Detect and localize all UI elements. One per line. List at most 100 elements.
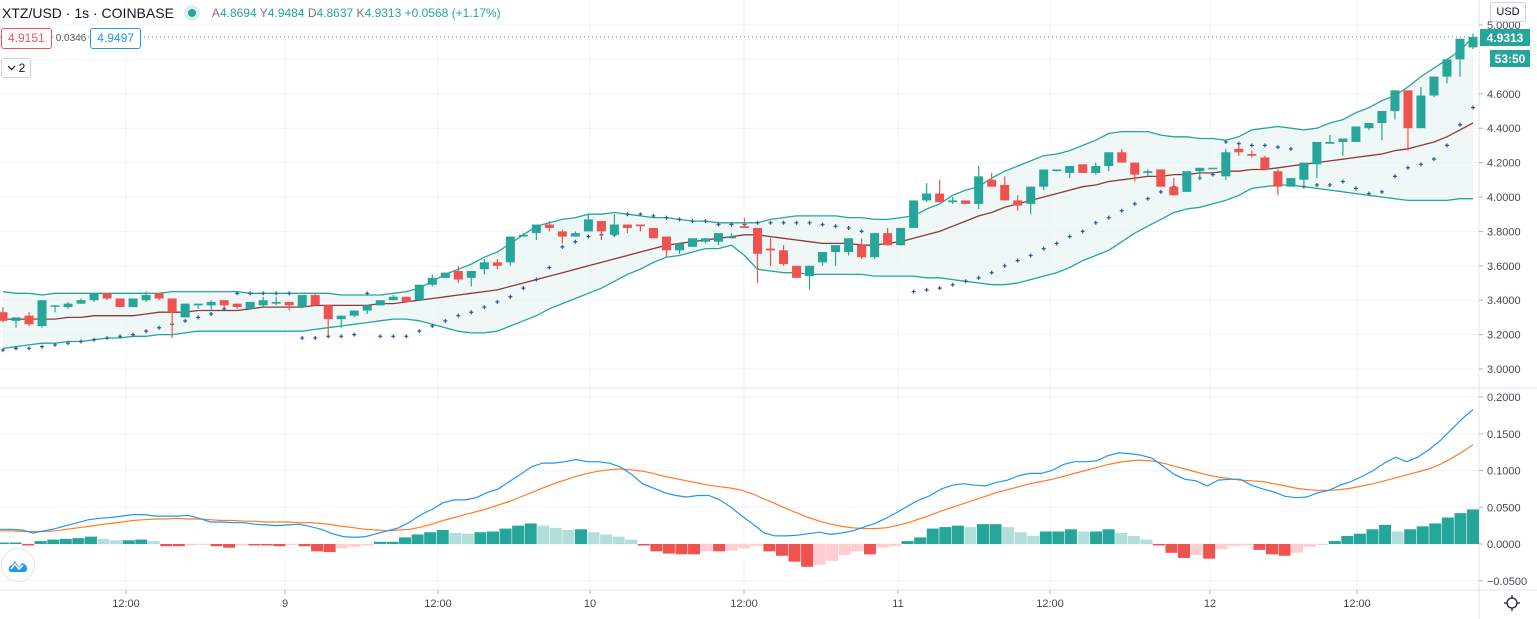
histogram-bar bbox=[1190, 544, 1203, 556]
candle-body bbox=[284, 301, 294, 306]
sar-point bbox=[716, 222, 721, 227]
sar-point bbox=[638, 212, 643, 217]
candle bbox=[141, 291, 151, 302]
histogram-bar bbox=[1064, 529, 1077, 544]
sar-point bbox=[391, 334, 396, 339]
candle bbox=[401, 296, 411, 302]
sar-point bbox=[1471, 105, 1475, 110]
candle-body bbox=[1351, 126, 1361, 142]
sar-point bbox=[1457, 122, 1462, 127]
histogram-bar bbox=[323, 544, 336, 553]
sar-point bbox=[469, 310, 474, 315]
histogram-bar bbox=[122, 540, 135, 544]
candle-body bbox=[1312, 141, 1322, 165]
candle bbox=[50, 305, 60, 313]
histogram-bar bbox=[1002, 527, 1015, 544]
histogram-bar bbox=[876, 544, 889, 548]
candle bbox=[857, 238, 867, 259]
sar-point bbox=[859, 229, 864, 234]
time-tick-label: 11 bbox=[892, 598, 903, 610]
histogram-bar bbox=[273, 544, 286, 547]
histogram-bar bbox=[612, 536, 625, 544]
candle bbox=[1143, 169, 1153, 177]
candle bbox=[1390, 90, 1400, 120]
sar-point bbox=[1028, 253, 1033, 258]
candle-body bbox=[583, 219, 593, 232]
buy-button[interactable]: 4.9497 bbox=[90, 28, 141, 49]
open-value: 4.8694 bbox=[219, 6, 257, 20]
histogram-bar bbox=[399, 537, 412, 544]
candle-body bbox=[987, 179, 997, 187]
indicator-legend-toggle[interactable]: 2 bbox=[1, 58, 31, 78]
candle bbox=[414, 284, 424, 301]
histogram-bar bbox=[1253, 544, 1266, 550]
sar-point bbox=[1288, 146, 1293, 151]
candle bbox=[609, 214, 619, 235]
candle bbox=[792, 265, 802, 278]
candle bbox=[818, 252, 828, 266]
candle-body bbox=[1338, 138, 1348, 142]
currency-button[interactable]: USD bbox=[1490, 2, 1526, 22]
candle-body bbox=[1260, 157, 1270, 170]
candle bbox=[1416, 86, 1426, 129]
candle-body bbox=[1403, 90, 1413, 129]
histogram-bar bbox=[637, 544, 650, 546]
histogram-bar bbox=[901, 541, 914, 544]
candle-body bbox=[779, 250, 789, 265]
candle bbox=[297, 295, 307, 308]
candle bbox=[336, 315, 346, 328]
candle-body bbox=[753, 227, 763, 254]
candle bbox=[726, 233, 736, 239]
settings-gear-icon[interactable] bbox=[1503, 594, 1521, 612]
sar-point bbox=[131, 332, 136, 337]
sar-point bbox=[1158, 189, 1163, 194]
candle bbox=[648, 227, 658, 239]
candle-body bbox=[922, 193, 932, 201]
candles bbox=[0, 33, 1478, 339]
sar-point bbox=[755, 220, 760, 225]
histogram-bar bbox=[826, 544, 839, 561]
candle bbox=[987, 172, 997, 187]
candle-body bbox=[440, 272, 450, 278]
candle-body bbox=[1364, 123, 1374, 129]
sell-button[interactable]: 4.9151 bbox=[1, 28, 52, 49]
candle-body bbox=[1273, 171, 1283, 187]
histogram-bar bbox=[1467, 509, 1479, 544]
tradingview-logo[interactable] bbox=[1, 548, 35, 582]
candle-body bbox=[427, 277, 437, 285]
candle bbox=[766, 238, 776, 266]
candle-body bbox=[713, 233, 723, 242]
sar-point bbox=[365, 291, 370, 296]
sar-point bbox=[1067, 234, 1072, 239]
macd-tick-label: 0.2000 bbox=[1487, 392, 1521, 404]
candle bbox=[961, 200, 971, 204]
histogram-bar bbox=[1265, 544, 1278, 555]
histogram-bar bbox=[863, 544, 876, 555]
time-tick-label: 12:00 bbox=[1036, 598, 1064, 610]
candle-body bbox=[505, 236, 515, 263]
sar-point bbox=[1366, 191, 1371, 196]
candle bbox=[1156, 169, 1166, 187]
candle bbox=[271, 296, 281, 306]
histogram-bar bbox=[449, 532, 462, 544]
candle-body bbox=[792, 265, 802, 278]
candle bbox=[1221, 148, 1231, 180]
symbol-title[interactable]: XTZ/USD · 1s · COINBASE bbox=[2, 5, 174, 21]
histogram-bar bbox=[97, 538, 110, 544]
histogram-bar bbox=[210, 544, 223, 547]
histogram-bar bbox=[9, 542, 22, 544]
histogram-bar bbox=[1416, 526, 1429, 544]
histogram-bar bbox=[1291, 544, 1304, 553]
candle bbox=[440, 272, 450, 278]
candle-body bbox=[1234, 148, 1244, 153]
histogram-bar bbox=[1077, 531, 1090, 544]
candle-body bbox=[89, 293, 99, 301]
candle bbox=[11, 317, 21, 328]
histogram-bar bbox=[1454, 513, 1467, 544]
histogram-bar bbox=[1027, 535, 1040, 544]
histogram-bar bbox=[1429, 523, 1442, 544]
histogram-bar bbox=[1014, 532, 1027, 544]
candle-body bbox=[1325, 141, 1335, 144]
sar-point bbox=[430, 324, 435, 328]
